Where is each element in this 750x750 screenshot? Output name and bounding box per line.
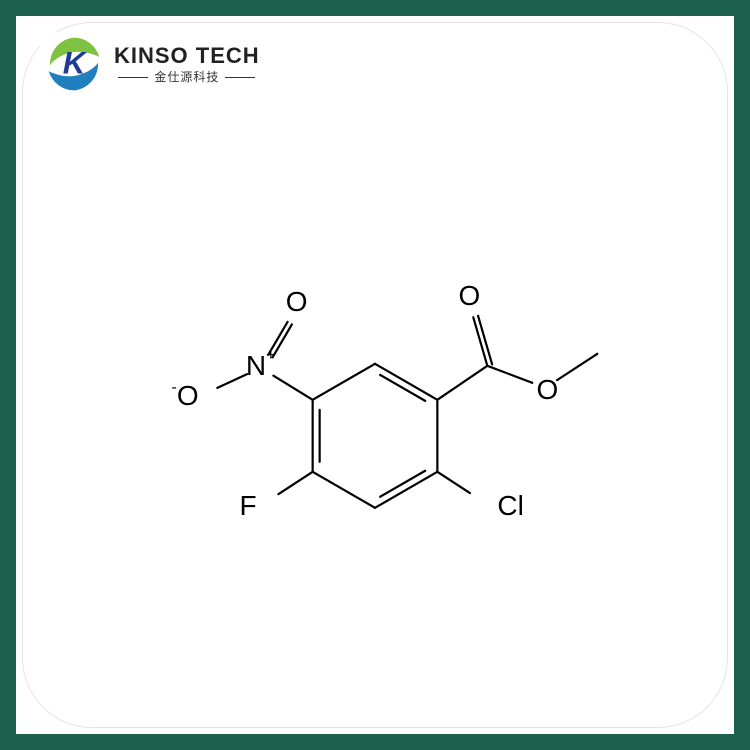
- frame-edge-right: [734, 0, 750, 750]
- frame-edge-left: [0, 0, 16, 750]
- root-canvas: K KINSO TECH 金仕源科技 ClFN+O-OOO: [0, 0, 750, 750]
- brand-mark-icon: K: [44, 34, 104, 94]
- svg-text:F: F: [240, 490, 257, 521]
- svg-text:O: O: [536, 374, 558, 405]
- brand-title: KINSO TECH: [114, 44, 260, 68]
- svg-text:-O: -O: [172, 379, 199, 411]
- molecule-diagram: ClFN+O-OOO: [145, 225, 605, 585]
- svg-text:K: K: [63, 46, 88, 81]
- divider-right: [225, 77, 255, 78]
- frame-edge-bottom: [0, 734, 750, 750]
- svg-text:O: O: [286, 286, 308, 317]
- brand-subtitle: 金仕源科技: [154, 71, 219, 84]
- brand-logo: K KINSO TECH 金仕源科技: [40, 32, 264, 96]
- svg-text:Cl: Cl: [497, 490, 523, 521]
- frame-edge-top: [0, 0, 750, 16]
- brand-subtitle-row: 金仕源科技: [118, 71, 255, 84]
- svg-text:O: O: [458, 280, 480, 311]
- brand-text: KINSO TECH 金仕源科技: [114, 44, 260, 83]
- divider-left: [118, 77, 148, 78]
